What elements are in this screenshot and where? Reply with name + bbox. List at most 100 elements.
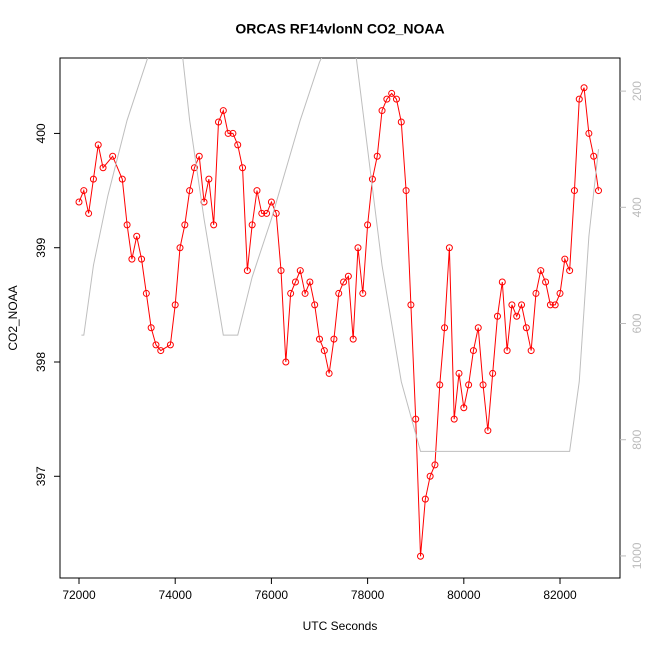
point — [368, 175, 376, 183]
point — [176, 244, 184, 252]
point — [248, 221, 256, 229]
point — [301, 289, 309, 297]
point — [152, 341, 160, 349]
point — [75, 198, 83, 206]
point — [335, 289, 343, 297]
point — [349, 335, 357, 343]
y-tick-label: 400 — [34, 123, 48, 143]
y-axis-label: CO2_NOAA — [6, 285, 20, 350]
point — [85, 209, 93, 217]
point — [157, 347, 165, 355]
point — [474, 324, 482, 332]
point — [441, 324, 449, 332]
x-axis-label: UTC Seconds — [303, 619, 378, 633]
point — [229, 129, 237, 137]
point — [243, 267, 251, 275]
point — [354, 244, 362, 252]
y-tick-label: 397 — [34, 466, 48, 486]
point — [210, 221, 218, 229]
y2-tick-label: 800 — [630, 429, 644, 449]
y2-tick-label: 600 — [630, 313, 644, 333]
point — [484, 427, 492, 435]
point — [109, 152, 117, 160]
point — [542, 278, 550, 286]
point — [570, 187, 578, 195]
point — [417, 552, 425, 560]
point — [267, 198, 275, 206]
point — [133, 232, 141, 240]
point — [436, 381, 444, 389]
point — [234, 141, 242, 149]
point — [340, 278, 348, 286]
point — [561, 255, 569, 263]
point — [200, 198, 208, 206]
point — [258, 209, 266, 217]
point — [320, 347, 328, 355]
point — [89, 175, 97, 183]
point — [450, 415, 458, 423]
point — [171, 301, 179, 309]
point — [431, 461, 439, 469]
point — [205, 175, 213, 183]
point — [291, 278, 299, 286]
point — [493, 312, 501, 320]
x-tick-label: 74000 — [159, 588, 193, 602]
point — [378, 107, 386, 115]
point — [537, 267, 545, 275]
point — [556, 289, 564, 297]
point — [325, 369, 333, 377]
point — [503, 347, 511, 355]
point — [344, 272, 352, 280]
x-tick-label: 78000 — [351, 588, 385, 602]
y-tick-label: 399 — [34, 237, 48, 257]
point — [590, 152, 598, 160]
x-tick-label: 72000 — [62, 588, 96, 602]
y2-tick-label: 400 — [630, 197, 644, 217]
chart-title: ORCAS RF14vlonN CO2_NOAA — [235, 21, 444, 37]
point — [373, 152, 381, 160]
y2-tick-label: 1000 — [630, 542, 644, 569]
point — [585, 129, 593, 137]
point — [460, 404, 468, 412]
point — [489, 369, 497, 377]
point — [359, 289, 367, 297]
point — [190, 164, 198, 172]
point — [532, 289, 540, 297]
point — [277, 267, 285, 275]
point — [118, 175, 126, 183]
point — [513, 312, 521, 320]
point — [282, 358, 290, 366]
point — [316, 335, 324, 343]
point — [364, 221, 372, 229]
point — [94, 141, 102, 149]
point — [527, 347, 535, 355]
point — [566, 267, 574, 275]
point — [469, 347, 477, 355]
point — [383, 95, 391, 103]
point — [388, 89, 396, 97]
point — [465, 381, 473, 389]
point — [287, 289, 295, 297]
point — [397, 118, 405, 126]
x-tick-label: 80000 — [447, 588, 481, 602]
x-tick-label: 82000 — [543, 588, 577, 602]
point — [546, 301, 554, 309]
point — [166, 341, 174, 349]
point — [219, 107, 227, 115]
point — [138, 255, 146, 263]
point — [311, 301, 319, 309]
point — [224, 129, 232, 137]
point — [522, 324, 530, 332]
point — [330, 335, 338, 343]
point — [421, 495, 429, 503]
point — [498, 278, 506, 286]
point — [445, 244, 453, 252]
point — [147, 324, 155, 332]
x-tick-label: 76000 — [255, 588, 289, 602]
point — [253, 187, 261, 195]
point — [551, 301, 559, 309]
point — [142, 289, 150, 297]
point — [518, 301, 526, 309]
series-line — [81, 58, 599, 452]
